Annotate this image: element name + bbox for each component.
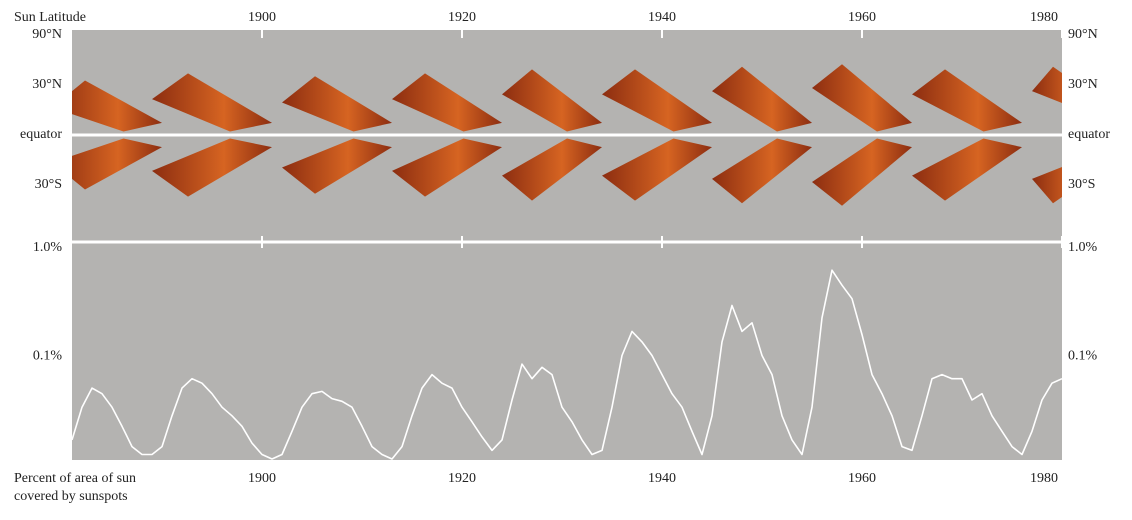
axis-label: covered by sunspots	[14, 489, 128, 504]
x-tick-label: 1920	[448, 10, 476, 25]
sunspot-band	[152, 138, 272, 197]
y-tick-label: 30°S	[1068, 177, 1095, 192]
y-tick-label: equator	[20, 127, 62, 142]
sunspot-band	[812, 64, 912, 132]
sunspot-band	[602, 69, 712, 132]
sunspot-band	[1032, 166, 1062, 204]
x-tick-label: 1920	[448, 471, 476, 486]
y-tick-label: 30°S	[35, 177, 62, 192]
y-tick-label: 0.1%	[1068, 349, 1098, 364]
y-tick-label: 1.0%	[1068, 240, 1098, 255]
sunspot-band	[712, 66, 812, 132]
sunspot-band	[152, 73, 272, 132]
x-tick-label: 1900	[248, 471, 276, 486]
sunspot-band	[502, 69, 602, 132]
y-tick-label: equator	[1068, 127, 1110, 142]
data-line	[71, 269, 1063, 460]
sunspot-band	[502, 138, 602, 201]
x-tick-label: 1900	[248, 10, 276, 25]
sunspot-band	[72, 80, 162, 132]
sunspot-band	[392, 73, 502, 132]
x-tick-label: 1980	[1030, 471, 1058, 486]
y-tick-label: 0.1%	[33, 349, 63, 364]
y-tick-label: 90°N	[1068, 27, 1098, 42]
x-tick-label: 1980	[1030, 10, 1058, 25]
chart-title: Sun Latitude	[14, 10, 86, 25]
sunspot-band	[282, 76, 392, 132]
sunspot-band	[392, 138, 502, 197]
x-tick-label: 1960	[848, 471, 876, 486]
sunspot-band	[1032, 66, 1062, 104]
sunspot-band	[282, 138, 392, 194]
x-tick-label: 1940	[648, 471, 676, 486]
y-tick-label: 30°N	[1068, 77, 1098, 92]
y-tick-label: 90°N	[32, 27, 62, 42]
x-tick-label: 1940	[648, 10, 676, 25]
sunspot-band	[912, 138, 1022, 201]
sunspot-band	[602, 138, 712, 201]
sunspot-band	[712, 138, 812, 204]
axis-label: Percent of area of sun	[14, 471, 136, 486]
butterfly-layer	[72, 64, 1062, 206]
y-tick-label: 1.0%	[33, 240, 63, 255]
sunspot-band	[812, 138, 912, 206]
sunspot-band	[72, 138, 162, 190]
y-tick-label: 30°N	[32, 77, 62, 92]
sunspot-band	[912, 69, 1022, 132]
x-tick-label: 1960	[848, 10, 876, 25]
